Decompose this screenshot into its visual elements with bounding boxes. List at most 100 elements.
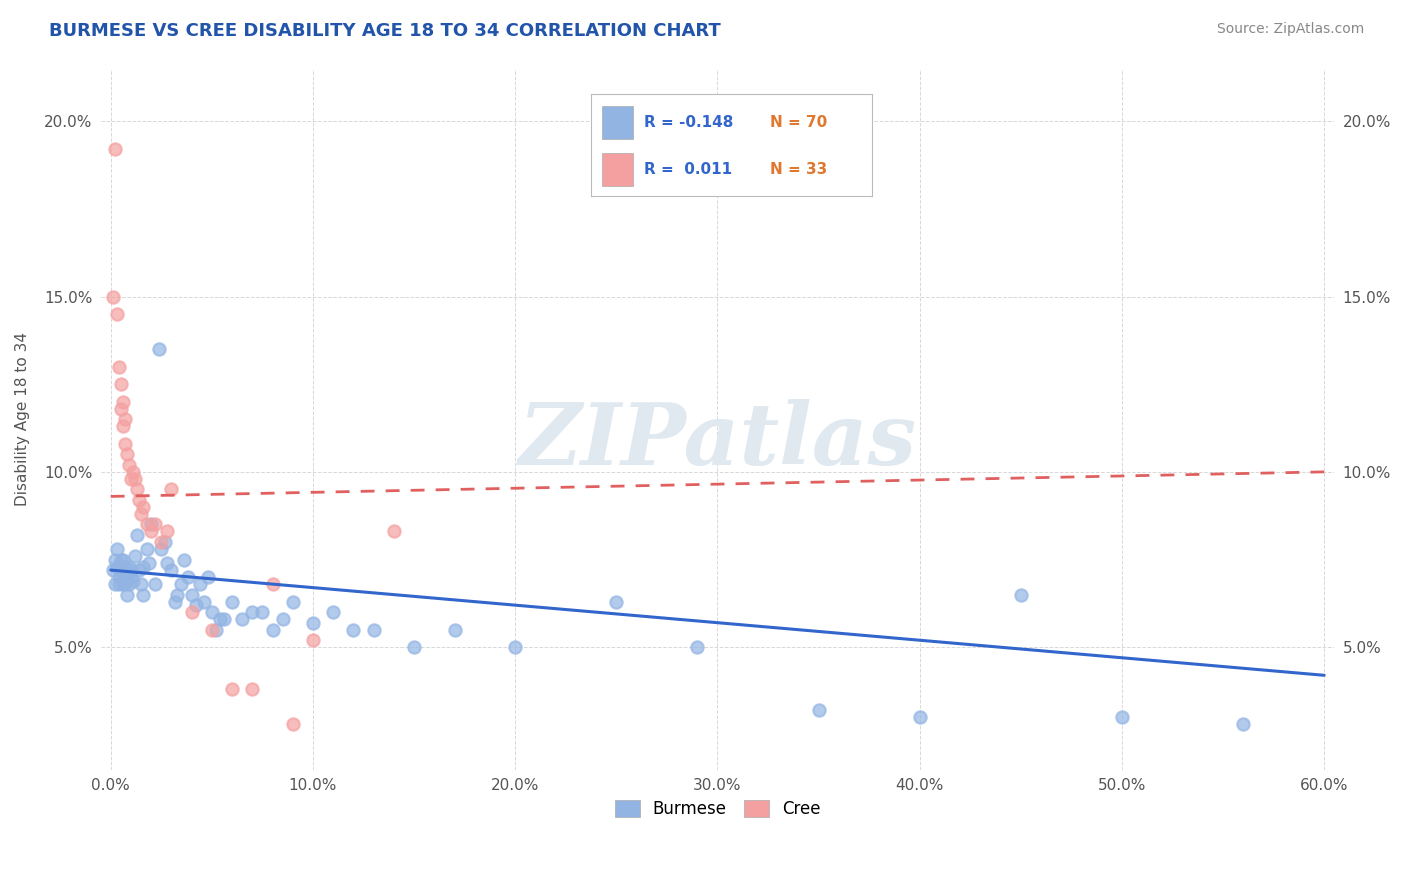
Point	[141, 524, 163, 539]
Point	[111, 570, 134, 584]
Text: Source: ZipAtlas.com: Source: ZipAtlas.com	[1216, 22, 1364, 37]
Point	[281, 717, 304, 731]
Point	[111, 577, 134, 591]
Point	[114, 412, 136, 426]
Point	[105, 559, 128, 574]
Point	[322, 605, 344, 619]
Text: R = -0.148: R = -0.148	[644, 115, 734, 130]
Text: BURMESE VS CREE DISABILITY AGE 18 TO 34 CORRELATION CHART: BURMESE VS CREE DISABILITY AGE 18 TO 34 …	[49, 22, 721, 40]
Legend: Burmese, Cree: Burmese, Cree	[607, 793, 827, 825]
Point	[122, 465, 145, 479]
Point	[125, 528, 148, 542]
Text: N = 33: N = 33	[770, 162, 828, 178]
Point	[120, 563, 142, 577]
Point	[221, 682, 243, 697]
Point	[503, 640, 526, 655]
Point	[104, 142, 127, 156]
Point	[166, 588, 188, 602]
Point	[201, 605, 224, 619]
Point	[686, 640, 709, 655]
Point	[111, 552, 134, 566]
Point	[115, 447, 138, 461]
Point	[262, 577, 284, 591]
Point	[208, 612, 231, 626]
Point	[124, 472, 146, 486]
Text: N = 70: N = 70	[770, 115, 828, 130]
Point	[105, 542, 128, 557]
Point	[132, 588, 155, 602]
Point	[115, 588, 138, 602]
Point	[160, 563, 183, 577]
Point	[281, 594, 304, 608]
Point	[197, 570, 219, 584]
Point	[124, 549, 146, 563]
Point	[114, 577, 136, 591]
Point	[271, 612, 294, 626]
Point	[150, 542, 173, 557]
Point	[115, 570, 138, 584]
Point	[132, 500, 155, 514]
Bar	[602, 106, 633, 139]
Point	[132, 559, 155, 574]
Point	[122, 574, 145, 588]
Point	[141, 517, 163, 532]
Point	[136, 542, 159, 557]
Point	[170, 577, 193, 591]
Point	[443, 623, 465, 637]
Point	[188, 577, 211, 591]
Point	[128, 492, 150, 507]
Point	[129, 577, 152, 591]
Point	[176, 570, 198, 584]
Point	[138, 556, 160, 570]
Point	[165, 594, 187, 608]
Point	[118, 577, 141, 591]
Point	[155, 535, 177, 549]
Point	[111, 419, 134, 434]
Point	[118, 559, 141, 574]
Point	[107, 570, 129, 584]
Point	[221, 594, 243, 608]
Point	[129, 507, 152, 521]
Text: R =  0.011: R = 0.011	[644, 162, 733, 178]
Point	[110, 552, 132, 566]
Point	[807, 703, 830, 717]
Point	[160, 483, 183, 497]
Point	[125, 483, 148, 497]
Point	[110, 563, 132, 577]
Point	[128, 563, 150, 577]
Point	[302, 633, 325, 648]
Point	[262, 623, 284, 637]
Point	[107, 577, 129, 591]
Point	[231, 612, 253, 626]
Point	[104, 552, 127, 566]
Point	[111, 394, 134, 409]
Point	[342, 623, 364, 637]
Point	[114, 559, 136, 574]
Point	[107, 359, 129, 374]
Bar	[602, 153, 633, 186]
Point	[105, 307, 128, 321]
Point	[118, 458, 141, 472]
Point	[1111, 710, 1133, 724]
Point	[101, 563, 124, 577]
Point	[302, 615, 325, 630]
Point	[156, 556, 179, 570]
Point	[212, 612, 235, 626]
Point	[148, 342, 170, 356]
Point	[184, 598, 207, 612]
Point	[404, 640, 426, 655]
Point	[150, 535, 173, 549]
Point	[180, 588, 202, 602]
Point	[143, 517, 166, 532]
Point	[136, 517, 159, 532]
Point	[240, 682, 263, 697]
Point	[193, 594, 215, 608]
Point	[908, 710, 931, 724]
Point	[1010, 588, 1032, 602]
Point	[173, 552, 195, 566]
Point	[180, 605, 202, 619]
Point	[114, 437, 136, 451]
Point	[605, 594, 627, 608]
Point	[110, 401, 132, 416]
Point	[156, 524, 179, 539]
